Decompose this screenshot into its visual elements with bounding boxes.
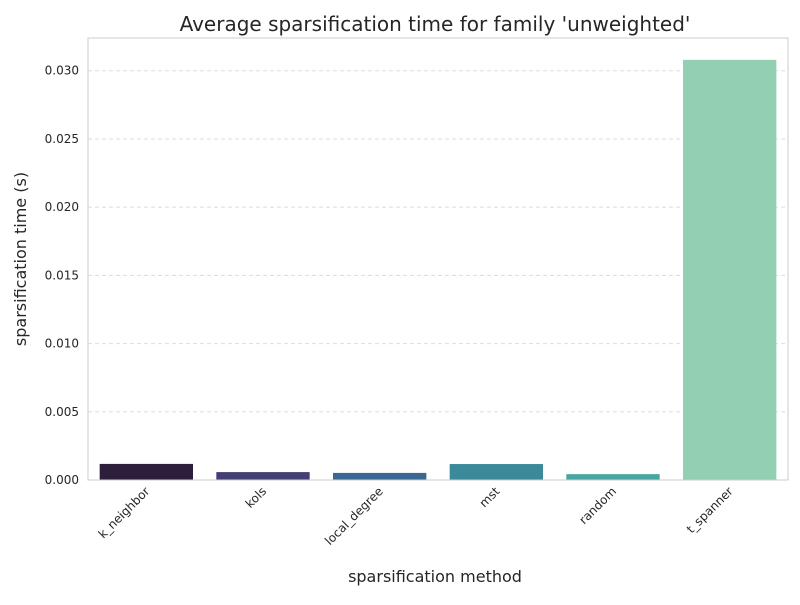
y-tick-label: 0.020 [45, 200, 79, 214]
bar-mst [449, 464, 543, 480]
y-tick-label: 0.025 [45, 132, 79, 146]
y-tick-label: 0.010 [45, 337, 79, 351]
chart-title: Average sparsification time for family '… [180, 12, 691, 36]
y-tick-label: 0.005 [45, 405, 79, 419]
y-tick-label: 0.015 [45, 268, 79, 282]
bar-random [566, 474, 660, 480]
y-tick-label: 0.000 [45, 473, 79, 487]
y-tick-label: 0.030 [45, 64, 79, 78]
y-axis-label: sparsification time (s) [11, 172, 30, 346]
bar-kols [216, 472, 310, 480]
bars [99, 59, 777, 481]
gridlines [88, 70, 788, 413]
plot-frame [87, 37, 789, 481]
x-axis-label: sparsification method [348, 567, 522, 586]
bar-local-degree [333, 472, 427, 480]
bar-k-neighbor [99, 463, 193, 480]
bar-t-spanner [683, 59, 777, 481]
y-tick-labels: 0.000 0.005 0.010 0.015 0.020 0.025 0.030 [45, 64, 79, 487]
